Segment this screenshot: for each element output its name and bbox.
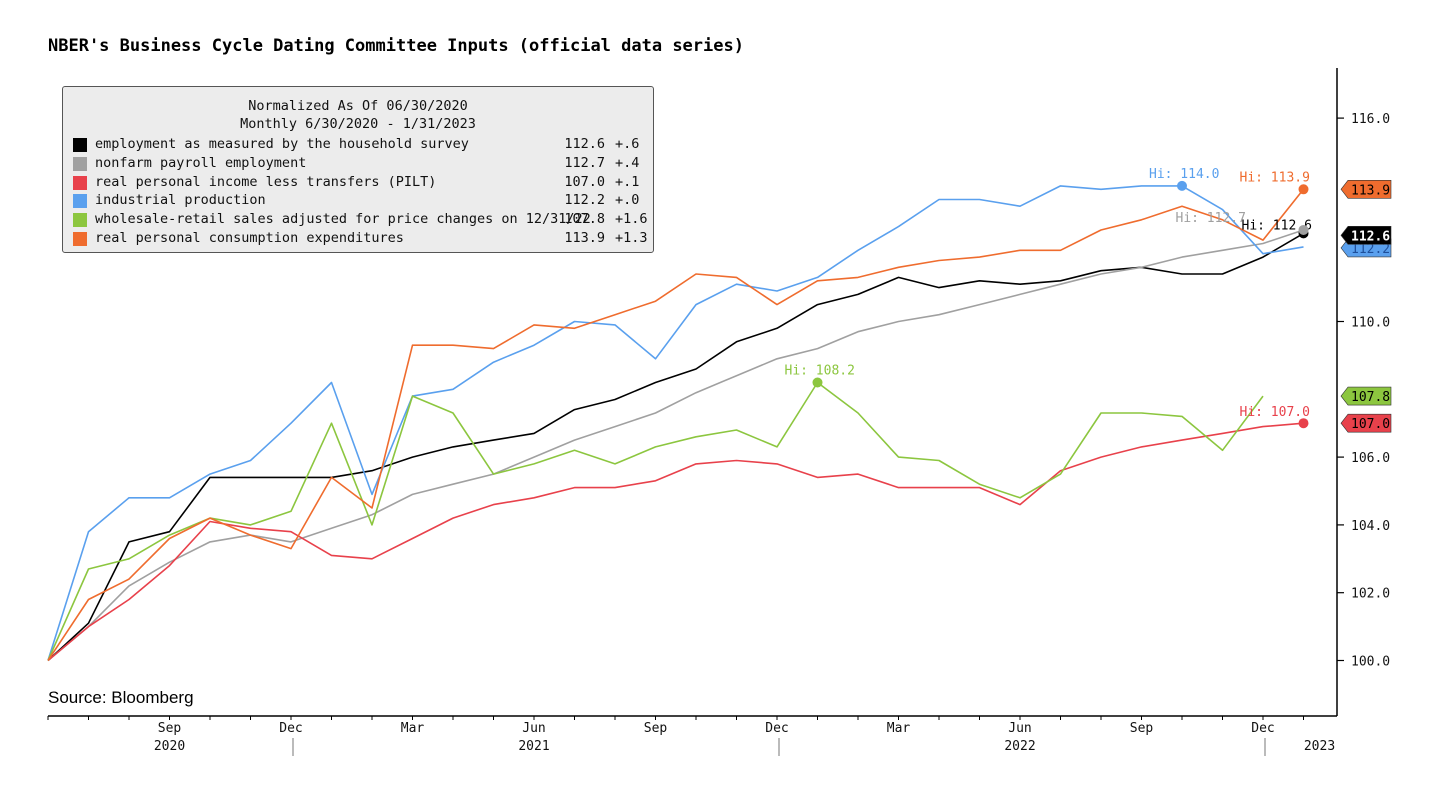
legend-value: 107.0 xyxy=(564,173,605,190)
end-value-label: 112.6 xyxy=(1351,229,1390,244)
series-line xyxy=(47,229,1304,662)
legend-change: +.6 xyxy=(615,136,640,152)
series-high-label: Hi: 112.6 xyxy=(1242,218,1312,233)
legend-item: nonfarm payroll employment 112.7 +.4 xyxy=(73,154,648,173)
legend-label: wholesale-retail sales adjusted for pric… xyxy=(95,211,591,228)
chart-legend: Normalized As Of 06/30/2020 Monthly 6/30… xyxy=(62,86,654,253)
x-tick-label: Mar xyxy=(887,721,911,736)
series-line xyxy=(47,188,1305,661)
legend-item: wholesale-retail sales adjusted for pric… xyxy=(73,210,648,229)
legend-item: employment as measured by the household … xyxy=(73,135,648,154)
end-value-tag xyxy=(1340,386,1392,406)
series-line xyxy=(47,232,1304,662)
series-high-marker xyxy=(1298,224,1309,235)
x-year-label: 2022 xyxy=(1004,739,1035,754)
end-value-label: 107.0 xyxy=(1351,417,1390,432)
legend-change: +.0 xyxy=(615,192,640,209)
legend-label: employment as measured by the household … xyxy=(95,136,469,152)
x-tick-label: Dec xyxy=(765,721,788,736)
legend-swatch xyxy=(73,232,87,246)
legend-swatch xyxy=(73,138,87,152)
y-tick-label: 102.0 xyxy=(1351,587,1390,602)
series-line xyxy=(47,381,1264,661)
source-note: Source: Bloomberg xyxy=(48,688,194,707)
legend-item: real personal income less transfers (PIL… xyxy=(73,173,648,192)
legend-item: industrial production 112.2 +.0 xyxy=(73,191,648,210)
series-high-marker xyxy=(812,377,823,388)
series-line xyxy=(47,185,1304,661)
series-line xyxy=(47,422,1304,662)
y-tick-label: 110.0 xyxy=(1351,316,1390,331)
legend-label: real personal consumption expenditures xyxy=(95,230,404,246)
legend-header-normalized: Normalized As Of 06/30/2020 xyxy=(248,98,468,114)
end-value-tag xyxy=(1340,226,1392,245)
series-high-label: Hi: 113.9 xyxy=(1240,170,1310,185)
series-high-label: Hi: 108.2 xyxy=(785,364,855,379)
chart-title: NBER's Business Cycle Dating Committee I… xyxy=(48,36,744,56)
x-year-label: 2021 xyxy=(518,739,549,754)
legend-swatch xyxy=(73,194,87,209)
x-tick-label: Sep xyxy=(1130,721,1154,736)
legend-change: +1.3 xyxy=(615,230,648,246)
legend-swatch xyxy=(73,213,87,228)
legend-item: real personal consumption expenditures 11… xyxy=(73,229,648,248)
y-tick-label: 106.0 xyxy=(1351,451,1390,466)
legend-value: 112.7 xyxy=(564,154,605,171)
legend-label: industrial production xyxy=(95,192,266,209)
legend-change: +1.6 xyxy=(615,211,648,228)
end-value-label: 113.9 xyxy=(1351,183,1390,198)
end-value-tag xyxy=(1340,179,1392,199)
series-high-label: Hi: 114.0 xyxy=(1149,167,1219,182)
x-tick-label: Mar xyxy=(401,721,425,736)
x-tick-label: Jun xyxy=(1008,721,1031,736)
end-value-label: 112.2 xyxy=(1351,242,1390,257)
legend-value: 112.2 xyxy=(564,192,605,209)
legend-value: 107.8 xyxy=(564,211,605,228)
x-tick-label: Jun xyxy=(522,721,545,736)
legend-value: 113.9 xyxy=(564,230,605,246)
x-tick-label: Dec xyxy=(279,721,302,736)
series-high-marker xyxy=(1298,418,1309,429)
series-high-marker xyxy=(1177,180,1187,191)
x-tick-label: Sep xyxy=(158,721,182,736)
y-tick-label: 100.0 xyxy=(1351,655,1390,670)
x-year-label: 2023 xyxy=(1304,739,1335,754)
legend-swatch xyxy=(73,156,87,171)
legend-label: nonfarm payroll employment xyxy=(95,154,307,171)
y-tick-label: 116.0 xyxy=(1351,112,1390,127)
x-year-label: 2020 xyxy=(154,739,185,754)
series-high-label: Hi: 112.7 xyxy=(1176,211,1246,226)
legend-change: +.4 xyxy=(615,154,640,171)
legend-value: 112.6 xyxy=(564,136,605,152)
x-tick-label: Dec xyxy=(1251,721,1274,736)
legend-swatch xyxy=(73,175,87,190)
legend-label: real personal income less transfers (PIL… xyxy=(95,173,437,190)
legend-header-range: Monthly 6/30/2020 - 1/31/2023 xyxy=(240,116,476,132)
series-high-label: Hi: 107.0 xyxy=(1240,405,1310,420)
legend-change: +.1 xyxy=(615,173,640,190)
end-value-tag xyxy=(1340,413,1392,433)
series-high-marker xyxy=(1298,184,1309,195)
y-tick-label: 104.0 xyxy=(1351,519,1390,534)
x-tick-label: Sep xyxy=(644,721,668,736)
end-value-label: 107.8 xyxy=(1351,390,1390,405)
